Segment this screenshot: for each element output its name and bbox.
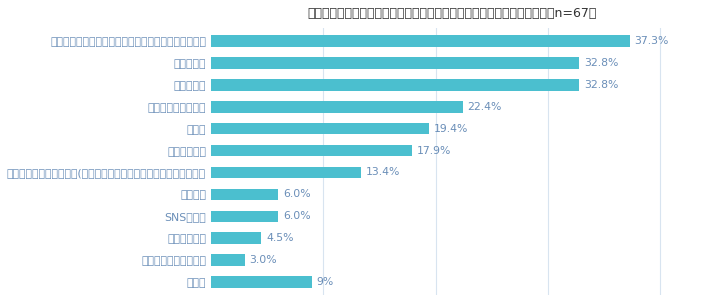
Bar [211, 79, 580, 91]
Text: 4.5%: 4.5% [266, 233, 294, 243]
Text: 13.4%: 13.4% [366, 168, 400, 178]
Bar [211, 254, 245, 266]
Bar [211, 123, 429, 134]
Bar [211, 36, 630, 47]
Text: 6.0%: 6.0% [283, 211, 311, 221]
Bar [211, 233, 261, 244]
Text: 6.0%: 6.0% [283, 189, 311, 199]
Bar [211, 210, 278, 222]
Text: 32.8%: 32.8% [584, 58, 618, 68]
Text: 37.3%: 37.3% [634, 36, 669, 46]
Title: 【設問４】人気の商品にはどのような特徴がありますか？（複数回答可、n=67）: 【設問４】人気の商品にはどのような特徴がありますか？（複数回答可、n=67） [308, 7, 597, 20]
Text: 9%: 9% [317, 277, 334, 287]
Bar [211, 189, 278, 200]
Text: 32.8%: 32.8% [584, 80, 618, 90]
Bar [211, 167, 362, 178]
Text: 22.4%: 22.4% [467, 102, 501, 112]
Bar [211, 276, 312, 288]
Bar [211, 145, 412, 156]
Text: 17.9%: 17.9% [416, 146, 451, 156]
Bar [211, 101, 463, 113]
Text: 3.0%: 3.0% [249, 255, 277, 265]
Bar [211, 57, 580, 69]
Text: 19.4%: 19.4% [433, 124, 468, 134]
